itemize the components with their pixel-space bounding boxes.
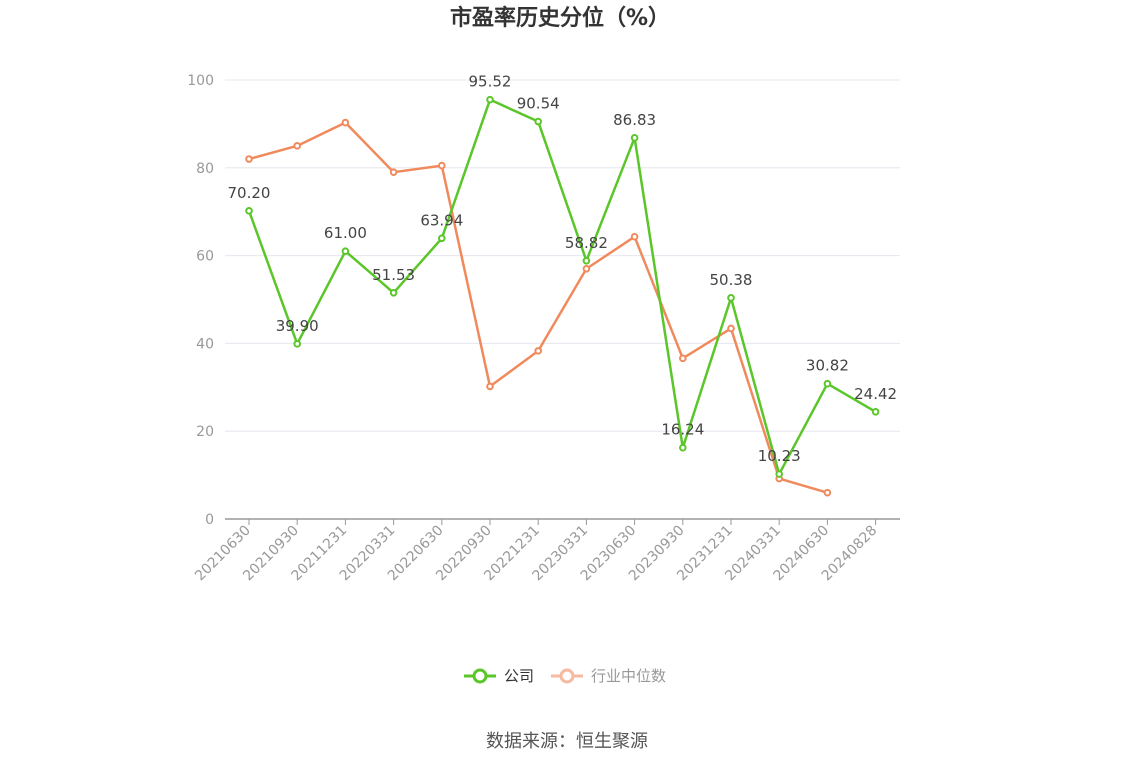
- company-data-label: 86.83: [613, 111, 656, 129]
- industry-median-point[interactable]: [341, 118, 350, 127]
- y-tick-label: 60: [196, 249, 214, 265]
- company-data-label: 90.54: [517, 95, 560, 113]
- legend-item-company[interactable]: 公司: [464, 667, 534, 685]
- grid: [225, 79, 900, 432]
- company-point[interactable]: [534, 117, 543, 126]
- y-tick-label: 20: [196, 424, 214, 440]
- company-point[interactable]: [775, 470, 784, 478]
- legend-company-label: 公司: [504, 667, 534, 685]
- series-company: [245, 95, 880, 478]
- chart-title: 市盈率历史分位（%）: [450, 5, 670, 31]
- industry-median-point[interactable]: [245, 155, 253, 163]
- company-data-label: 51.53: [372, 266, 415, 284]
- company-point[interactable]: [389, 288, 398, 297]
- company-point[interactable]: [823, 379, 832, 388]
- company-data-label: 95.52: [469, 73, 512, 91]
- company-data-label: 50.38: [710, 271, 753, 289]
- company-data-label: 63.94: [420, 211, 463, 229]
- industry-median-point[interactable]: [534, 347, 543, 355]
- industry-median-point[interactable]: [727, 324, 735, 333]
- company-point[interactable]: [871, 407, 880, 416]
- data-labels: 70.20 39.90 61.00 51.53 63.94 95.52 90.54 58.82…: [228, 73, 898, 465]
- industry-median-point[interactable]: [679, 354, 687, 363]
- y-tick-label: 100: [187, 73, 214, 89]
- company-data-label: 10.23: [758, 447, 801, 465]
- company-point[interactable]: [727, 294, 735, 302]
- company-data-label: 30.82: [806, 357, 849, 375]
- industry-median-point[interactable]: [582, 264, 591, 273]
- legend-industry-marker-icon: [559, 668, 575, 684]
- industry-median-line: [248, 121, 828, 494]
- legend-company-marker-icon: [472, 668, 488, 684]
- y-tick-label: 80: [196, 161, 214, 177]
- y-tick-label: 0: [205, 512, 214, 528]
- company-point[interactable]: [582, 256, 591, 265]
- company-data-label: 16.24: [661, 421, 704, 439]
- source-note: 数据来源：恒生聚源: [486, 731, 648, 752]
- industry-median-point[interactable]: [389, 168, 398, 176]
- industry-median-point[interactable]: [438, 161, 446, 170]
- industry-median-point[interactable]: [630, 232, 639, 241]
- company-point[interactable]: [438, 234, 446, 243]
- company-point[interactable]: [486, 95, 494, 104]
- company-data-label: 39.90: [276, 317, 319, 335]
- company-point[interactable]: [293, 340, 302, 348]
- company-point[interactable]: [341, 247, 350, 256]
- company-point[interactable]: [245, 207, 253, 215]
- legend: 公司 行业中位数: [464, 667, 666, 685]
- industry-median-point[interactable]: [823, 488, 832, 497]
- series-industry-median: [245, 118, 832, 497]
- company-data-label: 70.20: [228, 184, 271, 202]
- series: [245, 95, 880, 497]
- y-tick-label: 40: [196, 336, 214, 352]
- legend-item-industry-median[interactable]: 行业中位数: [551, 667, 666, 685]
- industry-median-point[interactable]: [293, 142, 302, 150]
- company-point[interactable]: [679, 443, 687, 452]
- legend-industry-label: 行业中位数: [591, 667, 666, 685]
- company-line: [247, 98, 877, 476]
- company-data-label: 24.42: [854, 385, 897, 403]
- industry-median-point[interactable]: [486, 382, 494, 391]
- company-point[interactable]: [630, 134, 639, 142]
- company-data-label: 58.82: [565, 234, 608, 252]
- company-data-label: 61.00: [324, 224, 367, 242]
